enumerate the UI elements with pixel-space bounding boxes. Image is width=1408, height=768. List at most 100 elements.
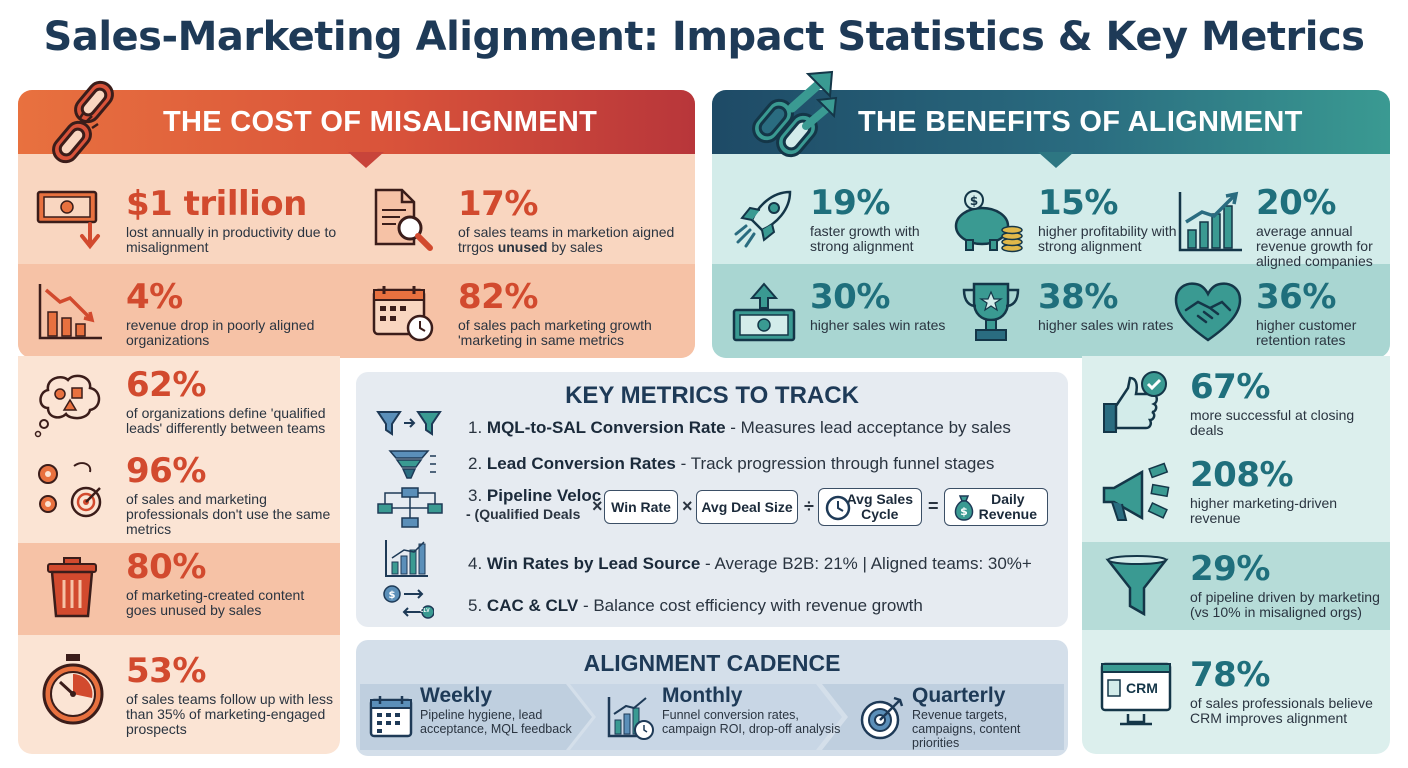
stat-desc: higher marketing-driven revenue <box>1190 495 1338 526</box>
stat-trillion: $1 trillion lost annually in productivit… <box>126 185 346 255</box>
thumbs-up-icon <box>1103 371 1167 433</box>
metric-row-4: 4. Win Rates by Lead Source - Average B2… <box>468 554 1032 573</box>
metric-row-5: 5. CAC & CLV - Balance cost efficiency w… <box>468 596 923 615</box>
megaphone-money-icon <box>1102 462 1170 521</box>
trophy-icon <box>962 282 1020 341</box>
stat-desc: average annual revenue growth for aligne… <box>1256 223 1373 269</box>
metric-row-3-sub: - (Qualified Deals <box>466 506 581 522</box>
stat-38: 38% higher sales win rates <box>1038 278 1178 333</box>
stat-desc: of marketing-created content goes unused… <box>126 587 305 618</box>
cadence-monthly: Monthly Funnel conversion rates, campaig… <box>662 684 842 750</box>
cac-clv-icon: $ <box>383 585 434 619</box>
growth-chart-icon <box>1178 191 1242 252</box>
chain-growth-icon <box>752 70 838 158</box>
stat-value: 53% <box>126 651 206 691</box>
metrics-title: KEY METRICS TO TRACK <box>565 382 859 409</box>
stat-value: 29% <box>1190 549 1270 589</box>
money-bag-icon: $ <box>954 495 974 521</box>
crm-monitor-icon: CRM <box>1098 660 1174 728</box>
stat-value: 30% <box>810 277 890 317</box>
cadence-title: ALIGNMENT CADENCE <box>583 650 841 676</box>
formula-divide: ÷ <box>804 496 814 516</box>
thought-bubble-icon <box>34 374 101 438</box>
cost-title: THE COST OF MISALIGNMENT <box>163 106 598 138</box>
formula-win-rate: Win Rate <box>604 490 678 524</box>
formula-times-1: × <box>592 496 603 516</box>
stat-value: 17% <box>458 184 538 224</box>
stat-80: 80% of marketing-created content goes un… <box>126 548 336 618</box>
stat-96: 96% of sales and marketing professionals… <box>126 452 336 537</box>
formula-avg-deal-size: Avg Deal Size <box>696 490 798 524</box>
monthly-chart-clock-icon <box>607 697 654 740</box>
stat-value: 38% <box>1038 277 1118 317</box>
stat-value: 36% <box>1256 277 1336 317</box>
cadence-weekly: Weekly Pipeline hygiene, lead acceptance… <box>420 684 580 750</box>
stat-value: $1 trillion <box>126 184 307 224</box>
stat-desc: higher customer retention rates <box>1256 317 1357 348</box>
funnel-to-funnel-icon <box>376 411 442 436</box>
clock-icon <box>825 495 851 521</box>
stat-desc: of sales teams follow up with less than … <box>126 691 333 737</box>
pipeline-flow-icon <box>377 487 443 528</box>
stat-value: 62% <box>126 365 206 405</box>
document-search-icon <box>374 188 433 251</box>
metric-row-1: 1. MQL-to-SAL Conversion Rate - Measures… <box>468 418 1011 437</box>
stat-value: 4% <box>126 277 183 317</box>
stat-value: 19% <box>810 183 890 223</box>
stat-value: 78% <box>1190 655 1270 695</box>
crm-label: CRM <box>1126 680 1158 696</box>
cadence-quarterly: Quarterly Revenue targets, campaigns, co… <box>912 684 1066 750</box>
bar-chart-icon <box>385 540 428 577</box>
stat-67: 67% more successful at closing deals <box>1190 368 1386 438</box>
cost-header <box>18 90 695 168</box>
alignment-cadence-panel: ALIGNMENT CADENCE Weekly Pipeline hygien… <box>356 640 1068 756</box>
stat-19: 19% faster growth with strong alignment <box>810 184 950 254</box>
metric-row-2: 2. Lead Conversion Rates - Track progres… <box>468 454 995 473</box>
cost-row-band <box>18 264 695 358</box>
stat-15: 15% higher profitability with strong ali… <box>1038 184 1178 254</box>
benefits-title: THE BENEFITS OF ALIGNMENT <box>858 106 1303 138</box>
svg-text:$: $ <box>389 590 396 601</box>
formula-daily-revenue: $ Daily Revenue <box>944 488 1048 526</box>
stat-desc: revenue drop in poorly aligned organizat… <box>126 317 315 348</box>
stat-4: 4% revenue drop in poorly aligned organi… <box>126 278 346 348</box>
page-title: Sales-Marketing Alignment: Impact Statis… <box>43 14 1365 60</box>
money-down-icon <box>36 190 100 250</box>
stat-208: 208% higher marketing-driven revenue <box>1190 456 1386 526</box>
stopwatch-icon <box>42 654 104 725</box>
gears-target-icon <box>38 462 102 518</box>
cadence-desc: Pipeline hygiene, lead acceptance, MQL f… <box>420 708 572 736</box>
stat-value: 80% <box>126 547 206 587</box>
cadence-name: Weekly <box>420 684 492 707</box>
stat-value: 20% <box>1256 183 1336 223</box>
money-up-icon <box>732 282 796 342</box>
stat-desc: higher sales win rates <box>1038 317 1174 333</box>
stat-value: 82% <box>458 277 538 317</box>
stat-30: 30% higher sales win rates <box>810 278 950 333</box>
stat-desc: of sales and marketing professionals don… <box>126 491 331 537</box>
stat-20: 20% average annual revenue growth for al… <box>1256 184 1386 269</box>
stat-desc: more successful at closing deals <box>1190 407 1355 438</box>
stat-value: 67% <box>1190 367 1270 407</box>
stat-62: 62% of organizations define 'qualified l… <box>126 366 336 436</box>
stat-value: 208% <box>1190 455 1294 495</box>
stat-desc: lost annually in productivity due to mis… <box>126 224 337 255</box>
quarterly-target-icon <box>860 696 904 740</box>
svg-text:$: $ <box>960 505 968 518</box>
stat-desc: of pipeline driven by marketing (vs 10% … <box>1190 589 1380 620</box>
cost-panel: THE COST OF MISALIGNMENT <box>18 90 695 358</box>
stat-desc: of sales pach marketing growth 'marketin… <box>458 317 652 348</box>
formula-equals: = <box>928 496 939 516</box>
stat-value: 96% <box>126 451 206 491</box>
stat-36: 36% higher customer retention rates <box>1256 278 1386 348</box>
stat-53: 53% of sales teams follow up with less t… <box>126 652 336 737</box>
weekly-calendar-icon <box>369 696 413 738</box>
stat-desc: of organizations define 'qualified leads… <box>126 405 326 436</box>
formula-avg-sales-cycle: Avg Sales Cycle <box>818 488 922 526</box>
trash-icon <box>47 557 97 618</box>
benefits-row-band <box>712 264 1390 358</box>
funnel-stages-icon <box>388 450 436 479</box>
cadence-desc: Revenue targets, campaigns, content prio… <box>912 708 1021 750</box>
stat-78: 78% of sales professionals believe CRM i… <box>1190 656 1386 726</box>
cadence-name: Quarterly <box>912 684 1006 707</box>
